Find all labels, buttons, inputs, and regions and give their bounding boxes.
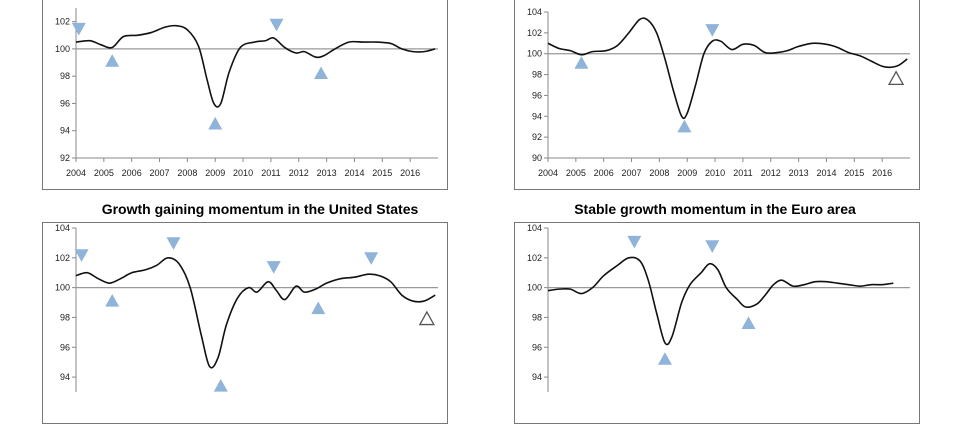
peak-marker-triangle	[74, 249, 89, 262]
peak-marker-triangle	[364, 252, 379, 265]
y-tick-label: 94	[60, 126, 70, 136]
x-tick-label: 2011	[733, 168, 752, 178]
trough-marker-triangle	[657, 352, 672, 365]
x-tick-label: 2009	[677, 168, 697, 178]
chart-panel-top-right: 90 92 94 96 98 100 102 104 2004 2005 2006 2007 2008 2…	[510, 0, 920, 190]
trough-marker-triangle	[741, 316, 756, 330]
y-tick-label: 92	[60, 153, 70, 163]
x-tick-label: 2010	[705, 168, 725, 178]
peak-marker-triangle	[627, 235, 642, 249]
y-tick-label: 96	[60, 98, 70, 108]
trough-marker-triangle	[105, 294, 120, 307]
y-tick-label: 100	[527, 283, 542, 293]
trough-marker-triangle	[208, 116, 223, 130]
x-tick-label: 2014	[816, 168, 836, 178]
chart-title: Stable growth momentum in the Euro area	[574, 201, 856, 217]
y-tick-label: 102	[527, 28, 542, 38]
trough-marker-triangle	[887, 70, 905, 85]
x-tick-label: 2013	[789, 168, 809, 178]
x-tick-label: 2012	[289, 168, 309, 178]
y-tick-label: 104	[55, 223, 70, 233]
x-tick-label: 2016	[400, 168, 420, 178]
chart-plot: 92 94 96 98 100 102 2004 2005 2006 2007 2008 2009 20…	[55, 8, 438, 178]
x-tick-label: 2008	[177, 168, 197, 178]
peak-marker-triangle	[705, 24, 720, 37]
y-tick-label: 100	[55, 283, 70, 293]
chart-panel-top-left: 92 94 96 98 100 102 2004 2005 2006 2007 2008 2009 20…	[38, 0, 448, 190]
y-tick-label: 102	[55, 17, 70, 27]
chart-frame	[42, 222, 448, 424]
peak-marker-triangle	[166, 237, 181, 250]
x-tick-label: 2005	[94, 168, 114, 178]
x-tick-label: 2010	[233, 168, 253, 178]
x-tick-label: 2013	[317, 168, 337, 178]
x-tick-label: 2005	[566, 168, 586, 178]
chart-plot: 90 92 94 96 98 100 102 104 2004 2005 2006 2007 2008 2…	[527, 7, 910, 178]
y-tick-label: 100	[55, 44, 70, 54]
chart-panel-bottom-left: 94 96 98 100 102 104	[38, 222, 448, 424]
chart-plot: 94 96 98 100 102 104	[527, 223, 910, 392]
y-tick-label: 102	[527, 253, 542, 263]
peak-marker-triangle	[71, 22, 86, 36]
x-tick-label: 2006	[122, 168, 142, 178]
trough-marker-triangle	[574, 56, 589, 69]
x-tick-label: 2004	[66, 168, 86, 178]
peak-marker-triangle	[266, 261, 281, 274]
y-tick-label: 104	[527, 7, 542, 17]
peak-marker-triangle	[269, 18, 284, 32]
y-tick-label: 98	[60, 312, 70, 322]
y-tick-label: 92	[532, 132, 542, 142]
x-tick-label: 2006	[594, 168, 614, 178]
x-tick-label: 2015	[372, 168, 392, 178]
series-line	[547, 17, 908, 120]
x-tick-label: 2008	[649, 168, 669, 178]
y-tick-label: 90	[532, 153, 542, 163]
trough-marker-triangle	[677, 119, 692, 133]
x-tick-label: 2012	[761, 168, 781, 178]
trough-marker-triangle	[314, 66, 329, 80]
y-tick-label: 94	[532, 372, 542, 382]
series-line	[547, 256, 894, 346]
y-tick-label: 104	[527, 223, 542, 233]
y-tick-label: 102	[55, 253, 70, 263]
y-tick-label: 94	[532, 111, 542, 121]
x-tick-label: 2004	[538, 168, 558, 178]
y-tick-label: 100	[527, 49, 542, 59]
series-line	[75, 256, 436, 369]
x-tick-label: 2007	[150, 168, 170, 178]
y-tick-label: 96	[60, 342, 70, 352]
chart-plot: 94 96 98 100 102 104	[55, 223, 438, 392]
trough-marker-triangle	[213, 379, 228, 392]
chart-panel-bottom-right: 94 96 98 100 102 104	[510, 222, 920, 424]
trough-marker-triangle	[105, 54, 120, 67]
x-tick-label: 2011	[261, 168, 280, 178]
y-tick-label: 94	[60, 372, 70, 382]
y-tick-label: 98	[532, 70, 542, 80]
x-tick-label: 2007	[622, 168, 642, 178]
y-tick-label: 96	[532, 342, 542, 352]
series-line	[75, 24, 436, 108]
x-tick-label: 2015	[844, 168, 864, 178]
peak-marker-triangle	[705, 240, 720, 253]
x-tick-label: 2016	[872, 168, 892, 178]
trough-marker-triangle	[418, 310, 435, 326]
trough-marker-triangle	[311, 301, 326, 315]
chart-title: Growth gaining momentum in the United St…	[101, 201, 419, 217]
y-tick-label: 98	[532, 312, 542, 322]
y-tick-label: 98	[60, 71, 70, 81]
x-tick-label: 2014	[344, 168, 364, 178]
x-tick-label: 2009	[205, 168, 225, 178]
y-tick-label: 96	[532, 90, 542, 100]
